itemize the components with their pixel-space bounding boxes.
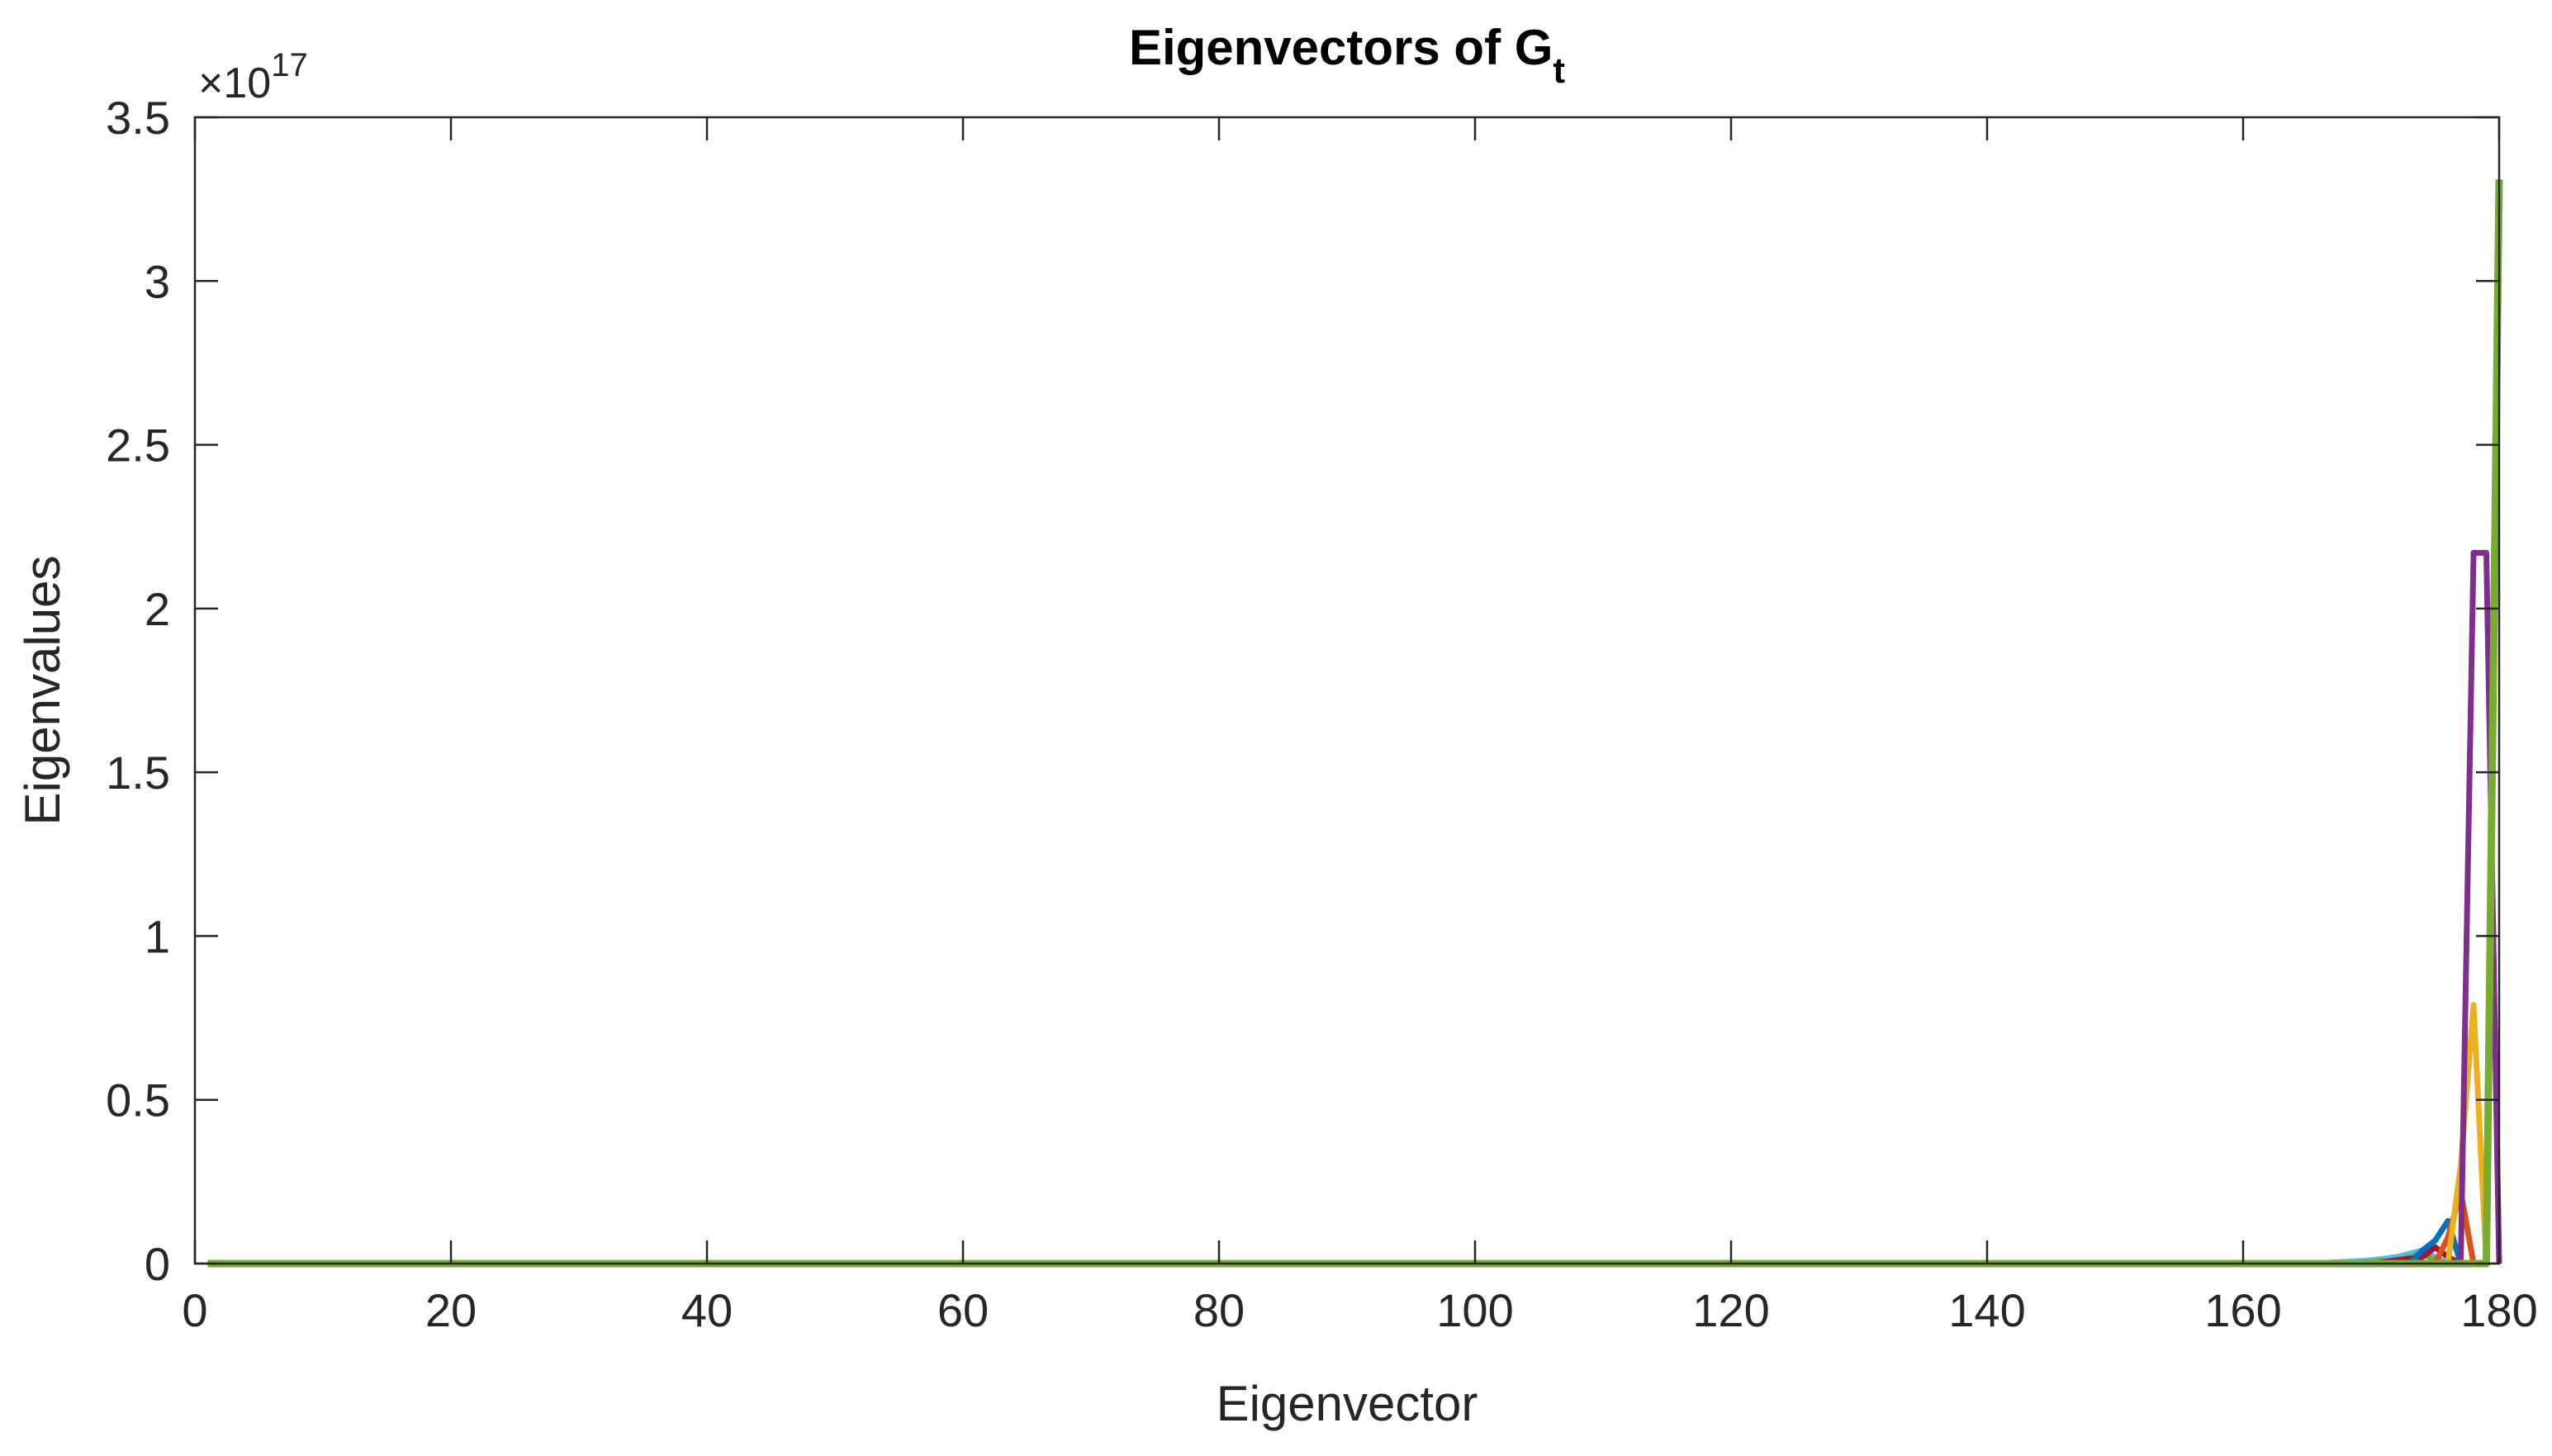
y-tick-label: 3.5 xyxy=(106,92,170,144)
y-tick-label: 3 xyxy=(145,255,170,307)
x-axis-label: Eigenvector xyxy=(1217,1376,1478,1431)
exponent-prefix: ×10 xyxy=(198,59,271,107)
x-tick-label: 40 xyxy=(681,1284,733,1336)
x-tick-label: 120 xyxy=(1692,1284,1769,1336)
plot-background xyxy=(195,117,2499,1264)
chart-title-subscript: t xyxy=(1553,50,1565,91)
x-tick-label: 180 xyxy=(2460,1284,2537,1336)
y-axis-label: Eigenvalues xyxy=(15,556,70,826)
y-axis-ticks: 0 0.5 1 1.5 2 2.5 3 3.5 xyxy=(106,92,2499,1290)
chart-title: Eigenvectors of Gt xyxy=(1129,20,1565,91)
chart-title-text: Eigenvectors of G xyxy=(1129,20,1553,75)
x-tick-label: 100 xyxy=(1436,1284,1513,1336)
y-tick-label: 1.5 xyxy=(106,747,170,799)
x-tick-label: 60 xyxy=(937,1284,989,1336)
y-tick-label: 2.5 xyxy=(106,420,170,472)
x-tick-label: 0 xyxy=(182,1284,207,1336)
x-axis-ticks: 0 20 40 60 80 100 120 140 160 180 xyxy=(182,117,2538,1336)
y-tick-label: 0.5 xyxy=(106,1074,170,1126)
x-tick-label: 80 xyxy=(1193,1284,1245,1336)
x-tick-label: 160 xyxy=(2204,1284,2281,1336)
axes-box xyxy=(193,116,2501,1265)
x-tick-label: 140 xyxy=(1948,1284,2025,1336)
exponent-power: 17 xyxy=(271,47,308,83)
y-tick-label: 2 xyxy=(145,583,170,635)
x-tick-label: 20 xyxy=(425,1284,477,1336)
y-tick-label: 0 xyxy=(145,1238,170,1290)
y-tick-label: 1 xyxy=(145,910,170,962)
y-axis-exponent: ×1017 xyxy=(198,47,308,107)
